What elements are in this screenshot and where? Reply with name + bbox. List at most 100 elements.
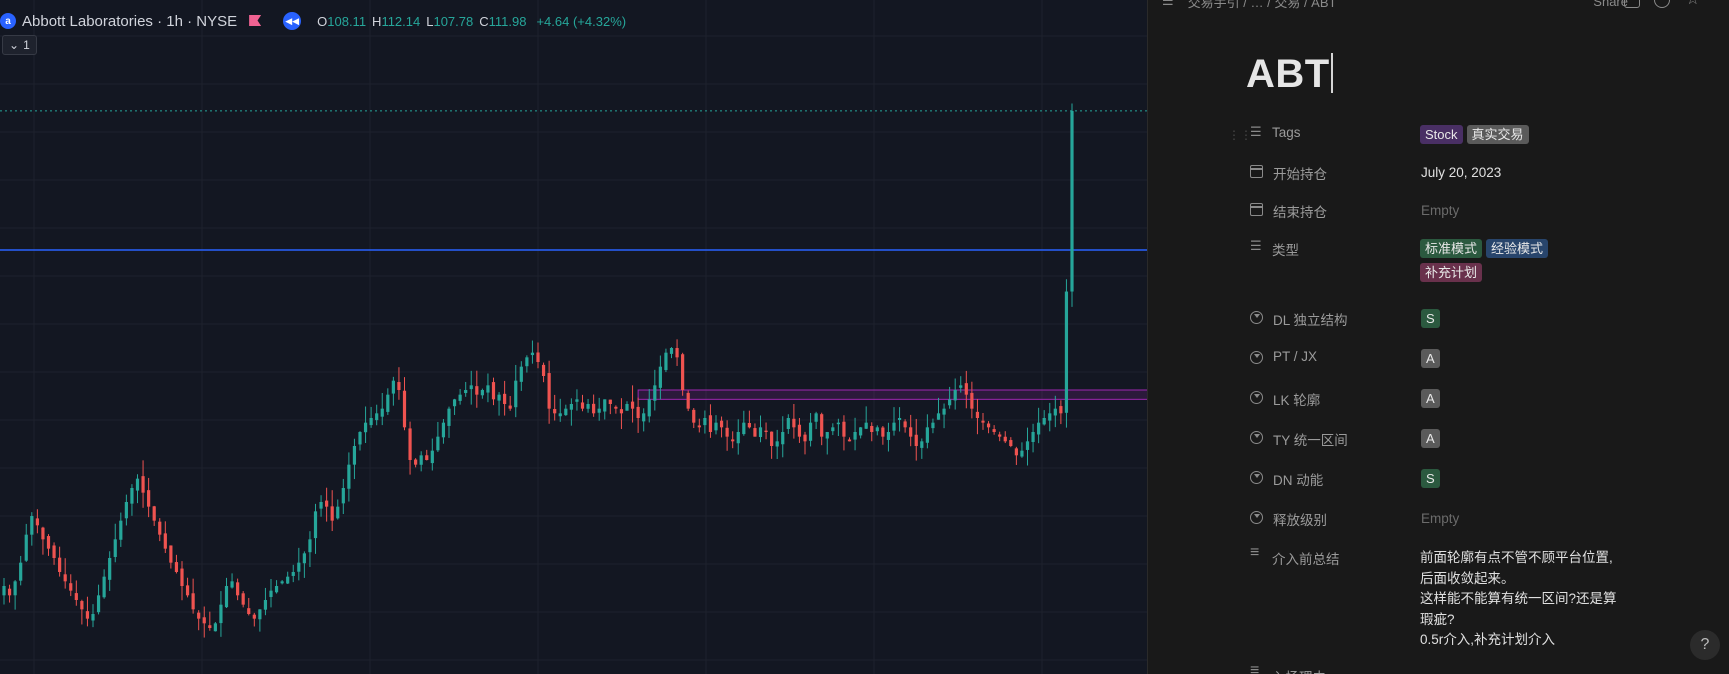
- replay-icon[interactable]: ◀◀: [283, 12, 302, 30]
- property-row[interactable]: TY 统一区间 A: [1250, 429, 1651, 453]
- candle-body: [564, 408, 568, 416]
- candle-body: [35, 518, 39, 526]
- summary-line: 前面轮廓有点不管不顾平台位置,: [1420, 550, 1613, 565]
- select-icon: [1250, 471, 1263, 484]
- candle-body: [914, 434, 918, 446]
- candle-body: [692, 409, 696, 423]
- collapse-indicators-button[interactable]: ⌄ 1: [2, 35, 37, 55]
- symbol-title[interactable]: Abbott Laboratories · 1h · NYSE: [22, 12, 238, 30]
- candle-body: [269, 590, 273, 597]
- candle-body: [675, 348, 679, 358]
- property-value[interactable]: A: [1421, 429, 1651, 453]
- candle-body: [1009, 440, 1013, 446]
- property-value[interactable]: 标准模式 经验模式 补充计划: [1420, 239, 1650, 287]
- candle-body: [452, 399, 457, 407]
- menu-icon[interactable]: ☰: [1162, 0, 1174, 8]
- candle-body: [775, 441, 779, 447]
- property-name[interactable]: 入场理由: [1272, 666, 1420, 674]
- chart-pane[interactable]: a Abbott Laboratories · 1h · NYSE ◀◀ O10…: [0, 0, 1147, 674]
- flag-icon[interactable]: [249, 15, 261, 27]
- high-label: H: [372, 13, 382, 29]
- candle-body: [402, 390, 407, 428]
- property-row[interactable]: 开始持仓 July 20, 2023: [1250, 163, 1651, 184]
- summary-line: 后面收敛起来。: [1420, 570, 1515, 586]
- candle-body: [831, 427, 835, 432]
- symbol-logo-icon[interactable]: a: [0, 13, 16, 29]
- property-name[interactable]: 结束持仓: [1273, 205, 1327, 220]
- candle-body: [842, 421, 846, 437]
- comment-icon[interactable]: [1624, 0, 1640, 8]
- candle-body: [1025, 441, 1030, 450]
- property-name[interactable]: 类型: [1272, 243, 1299, 258]
- property-name[interactable]: TY 统一区间: [1273, 433, 1348, 448]
- property-name[interactable]: Tags: [1272, 125, 1301, 140]
- drag-handle-icon[interactable]: ⋮⋮: [1228, 128, 1252, 142]
- candle-body: [903, 421, 907, 428]
- candle-body: [870, 426, 874, 432]
- candle-body: [386, 394, 390, 412]
- property-row[interactable]: 结束持仓 Empty: [1250, 201, 1651, 222]
- candle-body: [1037, 422, 1041, 435]
- property-value[interactable]: 前面轮廓有点不管不顾平台位置, 后面收敛起来。 这样能不能算有统一区间?还是算 瑕疵?…: [1420, 548, 1650, 651]
- property-row[interactable]: DN 动能 S: [1250, 469, 1651, 493]
- candlestick-chart[interactable]: [0, 0, 1147, 674]
- candle-body: [825, 432, 829, 439]
- candle-body: [263, 600, 268, 610]
- candle-body: [52, 545, 56, 558]
- property-row[interactable]: 入场理由: [1250, 662, 1650, 674]
- property-value[interactable]: S: [1421, 469, 1651, 493]
- candle-body: [280, 581, 284, 584]
- property-value[interactable]: S: [1421, 309, 1651, 333]
- candle-body: [330, 506, 334, 521]
- candle-body: [1064, 291, 1069, 413]
- star-icon[interactable]: ☆: [1686, 0, 1700, 9]
- breadcrumb[interactable]: 交易手引 / … / 交易 / ABT: [1187, 0, 1337, 10]
- page-title[interactable]: ABT: [1246, 52, 1333, 97]
- property-name[interactable]: LK 轮廓: [1273, 393, 1321, 408]
- property-name[interactable]: DN 动能: [1273, 473, 1324, 488]
- candle-body: [575, 399, 579, 402]
- candle-body: [480, 390, 484, 396]
- candle-body: [530, 352, 535, 356]
- candle-body: [597, 408, 601, 413]
- history-icon[interactable]: [1654, 0, 1670, 8]
- property-value[interactable]: A: [1421, 349, 1651, 373]
- property-name[interactable]: DL 独立结构: [1273, 313, 1348, 328]
- property-row[interactable]: 介入前总结 前面轮廓有点不管不顾平台位置, 后面收敛起来。这样能不能算有统一区间?还…: [1250, 544, 1650, 651]
- candle-body: [191, 593, 195, 610]
- property-value[interactable]: July 20, 2023: [1421, 165, 1502, 180]
- candle-body: [708, 415, 713, 432]
- candle-body: [135, 478, 140, 491]
- candle-body: [547, 373, 551, 409]
- property-value[interactable]: Empty: [1421, 511, 1460, 526]
- property-value[interactable]: Empty: [1421, 203, 1460, 218]
- candle-body: [302, 553, 306, 564]
- property-name[interactable]: 介入前总结: [1272, 552, 1340, 567]
- candle-body: [625, 404, 629, 411]
- property-name[interactable]: PT / JX: [1273, 349, 1318, 364]
- candle-body: [91, 614, 95, 621]
- property-row[interactable]: PT / JX A: [1250, 349, 1651, 373]
- property-row[interactable]: 释放级别 Empty: [1250, 509, 1651, 530]
- property-value[interactable]: Stock 真实交易: [1420, 125, 1650, 149]
- candle-body: [24, 534, 28, 561]
- share-button[interactable]: Share: [1593, 0, 1628, 9]
- candle-body: [1003, 436, 1007, 442]
- property-name[interactable]: 开始持仓: [1273, 167, 1327, 182]
- candle-body: [781, 432, 785, 445]
- property-name[interactable]: 释放级别: [1273, 513, 1327, 528]
- property-row[interactable]: LK 轮廓 A: [1250, 389, 1651, 413]
- candle-body: [514, 380, 518, 408]
- candle-body: [764, 430, 768, 432]
- candle-body: [536, 352, 540, 362]
- candle-body: [352, 446, 357, 465]
- text-icon: [1250, 544, 1264, 563]
- tag-badge: Stock: [1420, 125, 1463, 144]
- help-button[interactable]: ?: [1690, 630, 1720, 660]
- candle-body: [341, 488, 345, 504]
- candle-body: [770, 431, 774, 446]
- property-row[interactable]: DL 独立结构 S: [1250, 309, 1651, 333]
- property-value[interactable]: A: [1421, 389, 1651, 413]
